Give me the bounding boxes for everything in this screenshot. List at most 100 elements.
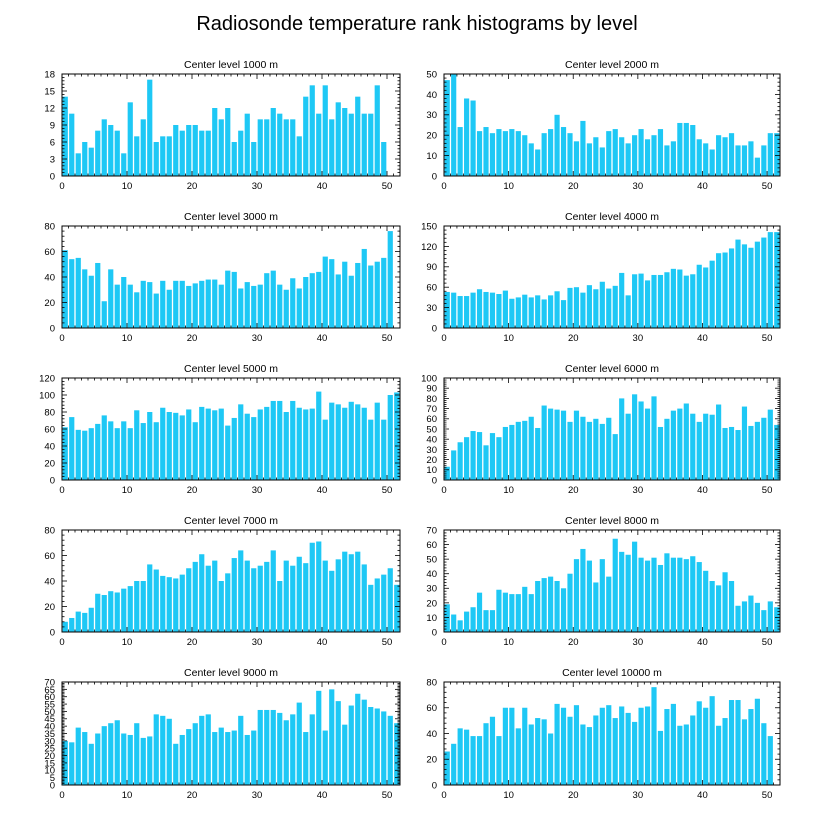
y-tick-label: 80 <box>426 394 437 405</box>
bar <box>127 428 133 480</box>
bar <box>683 559 689 632</box>
bar <box>277 284 283 328</box>
bar <box>515 131 521 176</box>
y-tick-label: 70 <box>44 677 55 688</box>
bar <box>127 734 133 785</box>
bar <box>632 721 638 785</box>
bar <box>205 408 211 480</box>
bar <box>173 578 179 632</box>
x-tick-label: 50 <box>762 485 773 496</box>
panel-title: Center level 9000 m <box>184 667 278 679</box>
y-tick-label: 9 <box>50 120 55 131</box>
bar <box>593 289 599 328</box>
bar <box>387 231 393 328</box>
bar <box>101 119 107 176</box>
y-tick-label: 50 <box>426 555 437 566</box>
bar <box>586 727 592 785</box>
bar <box>709 260 715 328</box>
bar <box>75 727 81 785</box>
bar <box>580 292 586 328</box>
bar <box>548 408 554 480</box>
bar <box>264 561 270 633</box>
bar <box>374 402 380 480</box>
bar <box>632 394 638 480</box>
bar <box>535 718 541 785</box>
bar <box>625 143 631 176</box>
bar <box>199 406 205 480</box>
bar <box>657 129 664 176</box>
bar <box>82 142 88 176</box>
bar <box>535 295 541 328</box>
bar <box>270 400 276 480</box>
bar <box>728 700 735 785</box>
bar <box>625 554 631 632</box>
bar <box>509 298 515 328</box>
bar <box>748 141 754 176</box>
x-tick-label: 30 <box>633 485 644 496</box>
bar <box>225 732 231 785</box>
bar <box>541 719 547 785</box>
bar <box>638 707 644 785</box>
bar <box>612 129 618 176</box>
bar <box>75 153 81 176</box>
bar <box>593 137 599 176</box>
bar <box>218 581 224 632</box>
bar <box>147 564 153 632</box>
x-tick-label: 20 <box>568 485 579 496</box>
bar <box>173 743 179 785</box>
x-tick-label: 20 <box>568 790 579 801</box>
bar <box>560 588 567 632</box>
panel-3: Center level 3000 m 0 10 20 30 40 50 0 20 40 60 80 <box>44 211 401 344</box>
x-tick-label: 50 <box>382 333 393 344</box>
bar <box>108 421 114 480</box>
bar <box>335 404 341 480</box>
y-tick-label: 60 <box>426 283 437 294</box>
bar <box>205 279 211 328</box>
bar <box>767 409 773 480</box>
x-tick-label: 40 <box>317 333 328 344</box>
x-tick-label: 0 <box>59 790 64 801</box>
bar <box>264 273 270 328</box>
bar <box>257 565 263 632</box>
y-tick-label: 0 <box>50 171 55 182</box>
y-tick-label: 80 <box>426 677 437 688</box>
bar <box>361 564 367 632</box>
bar <box>457 127 463 176</box>
bar <box>761 610 767 632</box>
x-tick-label: 20 <box>568 637 579 648</box>
bar <box>238 715 244 785</box>
bar <box>218 408 224 480</box>
x-tick-label: 40 <box>317 181 328 192</box>
bar <box>754 698 760 785</box>
x-tick-label: 50 <box>762 637 773 648</box>
bar <box>483 723 489 785</box>
bar <box>290 565 296 632</box>
bar <box>651 396 657 480</box>
bar <box>82 612 88 633</box>
bar <box>348 554 354 632</box>
bar <box>166 136 172 176</box>
bar <box>303 96 309 176</box>
bar <box>606 417 612 480</box>
bar <box>251 285 257 328</box>
bar <box>257 409 263 480</box>
bar <box>303 409 309 480</box>
bar <box>394 584 400 632</box>
bar <box>342 407 348 480</box>
bar <box>355 693 361 785</box>
bar <box>677 408 683 480</box>
x-tick-label: 10 <box>122 485 133 496</box>
bar <box>703 570 709 632</box>
bar <box>368 584 374 632</box>
bar <box>483 610 489 632</box>
bar <box>580 416 586 480</box>
bar <box>186 285 192 328</box>
bar <box>238 130 244 176</box>
bar <box>625 295 631 328</box>
bar <box>716 135 722 176</box>
bar <box>121 588 127 632</box>
bar <box>309 273 315 328</box>
bar <box>464 296 470 328</box>
x-tick-label: 50 <box>382 637 393 648</box>
bar <box>728 581 735 632</box>
